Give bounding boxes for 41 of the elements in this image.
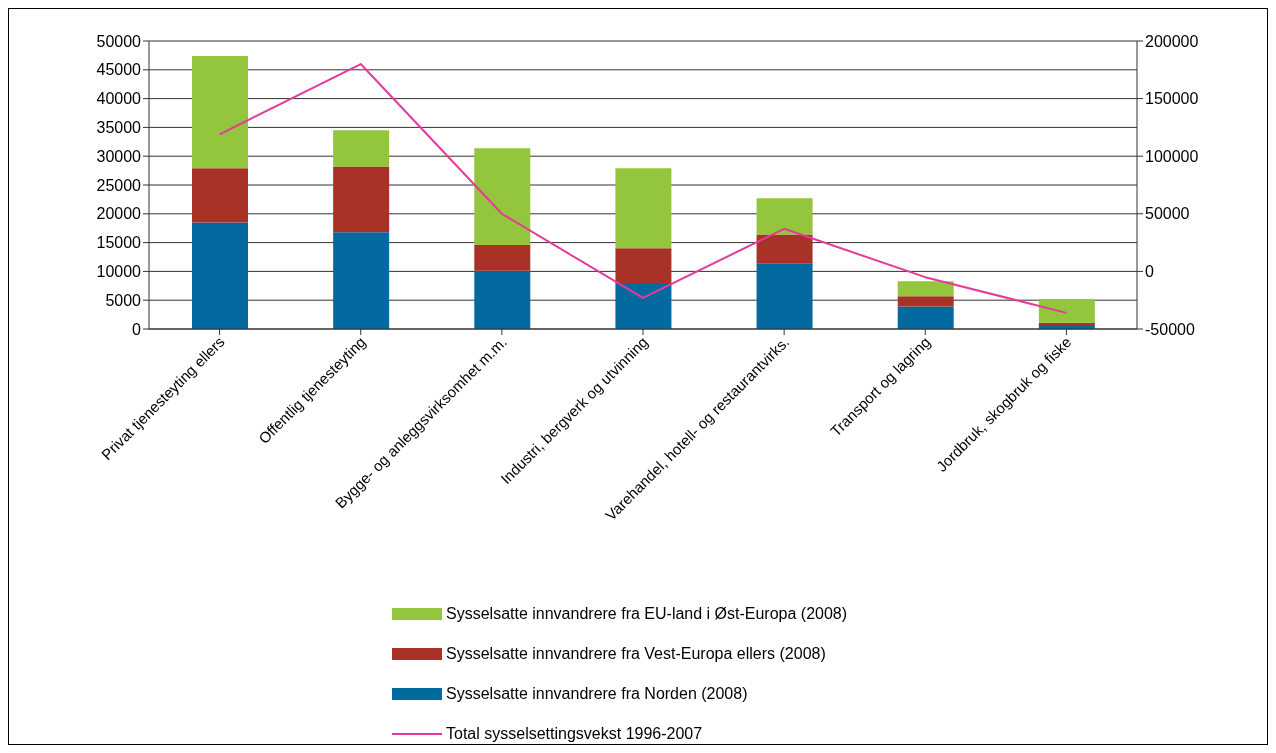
bar <box>756 198 813 235</box>
bar <box>1038 299 1095 323</box>
y-tick-label: 50000 <box>96 32 142 50</box>
bar <box>192 222 248 329</box>
legend-label: Total sysselsettingsvekst 1996-2007 <box>446 725 703 743</box>
y-tick-label: 15000 <box>96 234 142 252</box>
y2-tick-label: 150000 <box>1145 90 1199 108</box>
bar <box>615 168 672 249</box>
legend-label: Sysselsatte innvandrere fra Vest-Europa ellers (2008) <box>446 645 826 663</box>
y-tick-label: 35000 <box>96 119 142 137</box>
bar <box>897 306 954 329</box>
y2-tick-label: 200000 <box>1145 32 1199 50</box>
y2-tick-label: 0 <box>1145 263 1154 281</box>
bar <box>333 166 390 233</box>
legend-label: Sysselsatte innvandrere fra Norden (2008) <box>446 685 748 703</box>
y-tick-label: 40000 <box>96 90 142 108</box>
y2-tick-label: 100000 <box>1145 147 1199 165</box>
y-tick-label: 5000 <box>105 291 142 309</box>
y-tick-label: 10000 <box>96 263 142 281</box>
y-tick-label: 25000 <box>96 176 142 194</box>
bar <box>897 281 954 297</box>
y-tick-label: 20000 <box>96 205 142 223</box>
bar <box>756 263 813 329</box>
legend-label: Sysselsatte innvandrere fra EU-land i Øst-Europa (2008) <box>446 605 848 623</box>
line-series <box>218 63 1068 314</box>
bar <box>897 296 954 307</box>
bar <box>192 55 248 169</box>
bar <box>474 270 531 329</box>
bar <box>474 244 531 271</box>
bar <box>474 148 531 245</box>
y2-tick-label: 50000 <box>1145 205 1190 223</box>
y-tick-label: 45000 <box>96 61 142 79</box>
bar <box>333 232 390 329</box>
bar <box>333 130 390 167</box>
y-tick-label: 30000 <box>96 147 142 165</box>
y-tick-label: 0 <box>132 320 142 338</box>
bar <box>192 168 248 223</box>
bar <box>756 234 813 264</box>
bar <box>615 248 672 283</box>
bar <box>615 282 672 329</box>
y2-tick-label: -50000 <box>1145 320 1195 338</box>
